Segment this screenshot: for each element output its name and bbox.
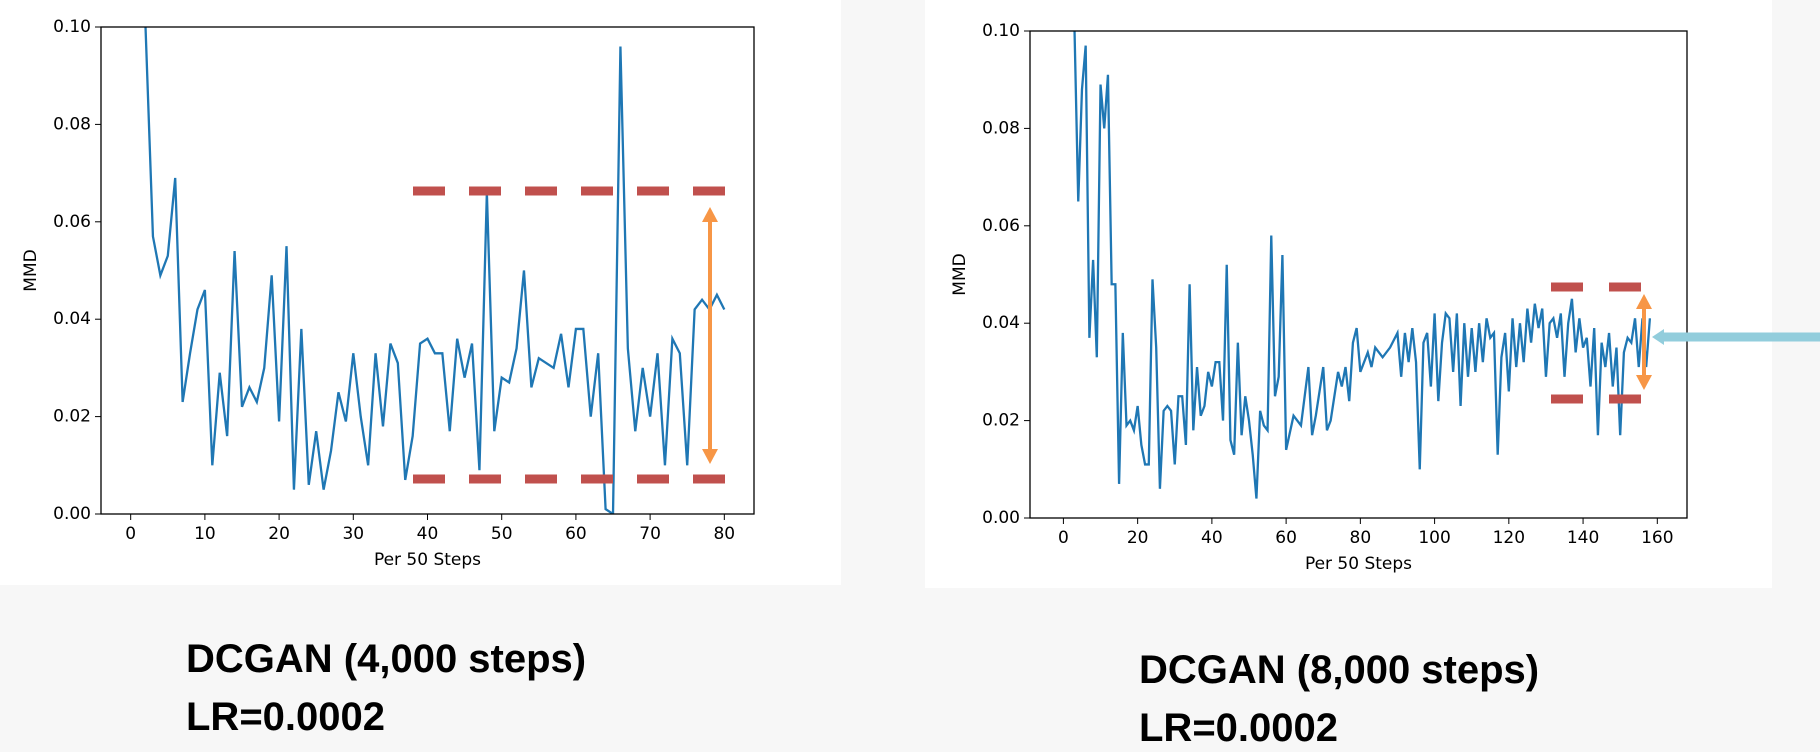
x-tick-label: 0 — [125, 524, 136, 544]
x-tick-label: 120 — [1493, 528, 1525, 548]
panel — [0, 0, 841, 585]
y-tick-label: 0.06 — [53, 212, 91, 232]
y-tick-label: 0.06 — [982, 216, 1020, 236]
y-tick-label: 0.10 — [53, 17, 91, 37]
x-axis-label: Per 50 Steps — [374, 550, 481, 570]
x-tick-label: 80 — [713, 524, 735, 544]
caption: DCGAN (4,000 steps) — [186, 637, 586, 681]
y-tick-label: 0.08 — [53, 114, 91, 134]
x-tick-label: 40 — [417, 524, 439, 544]
x-tick-label: 160 — [1641, 528, 1673, 548]
x-axis-label: Per 50 Steps — [1305, 554, 1412, 574]
x-tick-label: 40 — [1201, 528, 1223, 548]
x-tick-label: 140 — [1567, 528, 1599, 548]
x-tick-label: 30 — [342, 524, 364, 544]
axes-frame — [100, 26, 755, 515]
y-tick-label: 0.00 — [53, 504, 91, 524]
data-line — [1073, 31, 1652, 499]
data-line — [144, 27, 726, 514]
arrow-head — [1636, 294, 1652, 309]
panel — [925, 0, 1772, 588]
charts: 0.00 0.02 0.04 0.06 0.08 0.10 0 10 20 30 40 50 60 70 8… — [21, 17, 1688, 750]
caption: DCGAN (8,000 steps) — [1139, 648, 1539, 692]
arrow-head — [1636, 375, 1652, 390]
x-tick-label: 20 — [268, 524, 290, 544]
x-tick-label: 60 — [1275, 528, 1297, 548]
x-tick-label: 50 — [491, 524, 513, 544]
x-tick-label: 100 — [1418, 528, 1450, 548]
annotations — [413, 186, 1820, 484]
y-tick-label: 0.04 — [982, 313, 1020, 333]
axes-frame — [1029, 30, 1688, 519]
y-axis-label: MMD — [21, 249, 41, 291]
y-axis-label: MMD — [950, 253, 970, 295]
y-tick-label: 0.00 — [982, 508, 1020, 528]
arrow-head — [702, 207, 718, 222]
x-tick-label: 20 — [1127, 528, 1149, 548]
y-tick-label: 0.02 — [53, 407, 91, 427]
arrow-head — [702, 449, 718, 464]
y-tick-label: 0.08 — [982, 118, 1020, 138]
chart: 0.00 0.02 0.04 0.06 0.08 0.10 0 10 20 30 40 50 60 70 8… — [21, 17, 755, 739]
caption: LR=0.0002 — [186, 695, 385, 739]
x-tick-label: 80 — [1350, 528, 1372, 548]
x-tick-label: 10 — [194, 524, 216, 544]
chart: 0.00 0.02 0.04 0.06 0.08 0.10 0 20 40 60 80 100 120 1… — [950, 21, 1688, 750]
y-tick-label: 0.10 — [982, 21, 1020, 41]
y-tick-label: 0.04 — [53, 309, 91, 329]
caption: LR=0.0002 — [1139, 706, 1338, 750]
x-tick-label: 60 — [565, 524, 587, 544]
arrow-head — [1652, 329, 1664, 345]
x-tick-label: 0 — [1058, 528, 1069, 548]
x-tick-label: 70 — [639, 524, 661, 544]
y-tick-label: 0.02 — [982, 411, 1020, 431]
